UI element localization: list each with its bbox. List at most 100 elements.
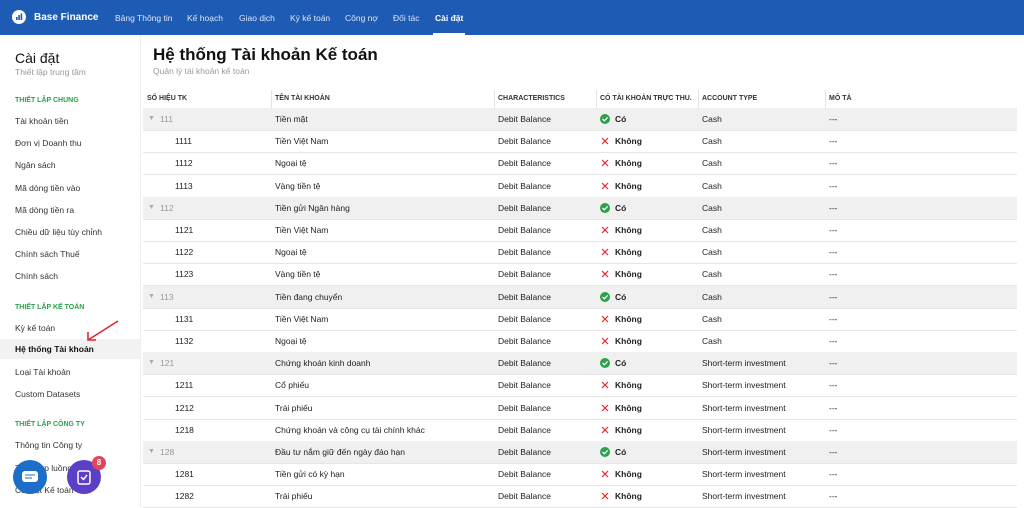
sidebar-item[interactable]: Mã dòng tiền ra: [15, 204, 75, 215]
cross-icon: [601, 426, 609, 434]
cell-text: ---: [829, 269, 838, 280]
logo: [12, 10, 26, 24]
nav-item[interactable]: Cài đặt: [435, 13, 464, 23]
sidebar-item[interactable]: Thông tin Công ty: [15, 440, 83, 451]
column-header: TÊN TÀI KHOẢN: [275, 95, 330, 102]
account-row[interactable]: 1111 Tiền Việt Nam Debit Balance Không Cash -…: [143, 130, 1017, 154]
cell-text: 1122: [175, 247, 194, 258]
tasks-button[interactable]: [66, 455, 108, 497]
sidebar-item[interactable]: Kỳ kế toán: [15, 322, 56, 333]
cell-text: Short-term investment: [702, 447, 786, 457]
cell-text: Vàng tiền tệ: [275, 180, 321, 191]
column-separator: [698, 90, 699, 108]
check-icon: [600, 114, 610, 124]
group-row[interactable]: ▼ 112 Tiền gửi Ngân hàng Debit Balance Có Cas…: [143, 196, 1017, 220]
cell-text: ---: [829, 447, 838, 457]
check-icon: [600, 291, 610, 302]
sidebar-item[interactable]: Chính sách: [15, 271, 58, 282]
account-row[interactable]: 1123 Vàng tiền tệ Debit Balance Không Cash --…: [143, 263, 1017, 287]
cell-text: Debit Balance: [498, 313, 551, 324]
group-row[interactable]: ▼ 113 Tiền đang chuyển Debit Balance Có Cash -…: [143, 285, 1017, 309]
cell-text: Cash: [702, 225, 722, 235]
cell-text: ---: [829, 380, 838, 391]
nav-item[interactable]: Ký kế toán: [290, 13, 331, 23]
cell-text: Debit Balance: [498, 202, 551, 213]
group-row[interactable]: ▼ 128 Đầu tư nắm giữ đến ngày đáo hạn Debit…: [143, 441, 1017, 464]
cell-text: 1113: [175, 180, 193, 191]
group-row[interactable]: ▼ 121 Chứng khoán kinh doanh Debit Balance C…: [143, 352, 1017, 376]
cell-text: 1111: [175, 136, 193, 147]
cell-text: Không: [615, 247, 642, 258]
cell-text: Debit Balance: [498, 402, 551, 413]
account-row[interactable]: 1131 Tiền Việt Nam Debit Balance Không Cash -…: [143, 308, 1017, 331]
cell-text: Tiền Việt Nam: [275, 225, 329, 235]
cell-text: ---: [829, 202, 838, 213]
nav-item[interactable]: Giao dịch: [239, 13, 275, 23]
cell-text: Không: [615, 336, 642, 346]
cell-text: Debit Balance: [498, 491, 551, 502]
cell-text: Đầu tư nắm giữ đến ngày đáo hạn: [275, 447, 405, 457]
account-row[interactable]: 1211 Cổ phiếu Debit Balance Không Short-term…: [143, 374, 1017, 398]
cross-icon: [601, 381, 609, 389]
caret: ▼: [148, 359, 155, 367]
cell-text: 112: [160, 202, 174, 213]
account-row[interactable]: 1212 Trái phiếu Debit Balance Không Short-te…: [143, 397, 1017, 420]
cell-text: Vàng tiền tệ: [275, 269, 321, 280]
cell-text: Không: [615, 402, 642, 413]
nav-item[interactable]: Bảng Thông tin: [115, 13, 173, 23]
cell-text: 1132: [175, 336, 194, 346]
sidebar-item[interactable]: Chính sách Thuế: [15, 249, 80, 260]
cell-text: Chứng khoán kinh doanh: [275, 358, 371, 369]
cell-text: 1123: [175, 269, 194, 280]
cell-text: Debit Balance: [498, 158, 551, 169]
cell-text: Có: [615, 291, 627, 302]
cell-text: Debit Balance: [498, 180, 551, 191]
cell-text: ---: [829, 136, 838, 147]
cell-text: 1112: [175, 158, 193, 169]
cell-text: Trái phiếu: [275, 491, 313, 502]
cell-text: ---: [829, 114, 838, 124]
page-subtitle: Quản lý tài khoản kế toán: [153, 66, 250, 76]
cross-icon: [601, 226, 609, 234]
cell-text: Cash: [702, 114, 722, 124]
cell-text: Không: [615, 269, 642, 280]
cell-text: ---: [829, 291, 838, 302]
top-bar: Base Finance Bảng Thông tin Kế hoạch Giao …: [0, 0, 1024, 35]
nav-item[interactable]: Kế hoạch: [187, 13, 223, 23]
group-row[interactable]: ▼ 111 Tiền mặt Debit Balance Có Cash ---: [143, 108, 1017, 131]
sidebar-item[interactable]: Đơn vị Doanh thu: [15, 138, 82, 149]
nav-item[interactable]: Đối tác: [393, 13, 420, 23]
account-row[interactable]: 1112 Ngoại tệ Debit Balance Không Cash ---: [143, 152, 1017, 176]
account-row[interactable]: 1113 Vàng tiền tệ Debit Balance Không Cash --…: [143, 175, 1017, 198]
sidebar-item[interactable]: Ngân sách: [15, 160, 56, 171]
cell-text: Cash: [702, 136, 722, 147]
cell-text: Cash: [702, 336, 722, 346]
account-row[interactable]: 1121 Tiền Việt Nam Debit Balance Không Cash -…: [143, 219, 1017, 242]
cell-text: Tiền Việt Nam: [275, 313, 329, 324]
sidebar-item[interactable]: Mã dòng tiền vào: [15, 182, 81, 193]
account-row[interactable]: 1281 Tiền gửi có kỳ hạn Debit Balance Không…: [143, 463, 1017, 487]
cell-text: Debit Balance: [498, 247, 551, 258]
cell-text: Short-term investment: [702, 358, 786, 369]
account-row[interactable]: 1122 Ngoại tệ Debit Balance Không Cash ---: [143, 241, 1017, 265]
sidebar-item[interactable]: Tài khoản tiền: [15, 116, 69, 126]
chat-button[interactable]: [12, 459, 48, 495]
sidebar-item[interactable]: Loại Tài khoản: [15, 367, 71, 377]
account-row[interactable]: 1218 Chứng khoán và công cụ tài chính khá…: [143, 419, 1017, 442]
cell-text: Cash: [702, 202, 722, 213]
cell-text: Debit Balance: [498, 291, 551, 302]
sidebar-item[interactable]: Chiều dữ liệu tùy chỉnh: [15, 227, 102, 237]
brand: Base Finance: [34, 12, 99, 23]
cell-text: 1281: [175, 469, 194, 480]
sidebar-item[interactable]: Hệ thống Tài khoản: [0, 338, 140, 359]
cell-text: ---: [829, 158, 838, 169]
cell-text: Không: [615, 158, 642, 169]
cell-text: Trái phiếu: [275, 402, 313, 413]
sidebar-item[interactable]: Cài đặt Kế toán: [15, 484, 74, 495]
cell-text: 111: [160, 114, 173, 124]
account-row[interactable]: 1282 Trái phiếu Debit Balance Không Short-te…: [143, 485, 1017, 508]
account-row[interactable]: 1132 Ngoại tệ Debit Balance Không Cash ---: [143, 330, 1017, 353]
nav-item[interactable]: Công nợ: [345, 13, 378, 23]
sidebar-item[interactable]: Custom Datasets: [15, 389, 81, 400]
